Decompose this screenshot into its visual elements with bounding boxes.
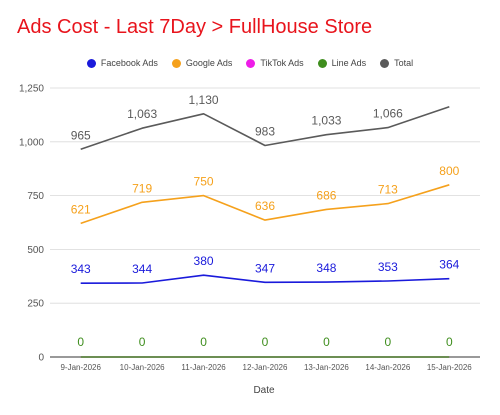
chart-title: Ads Cost - Last 7Day > FullHouse Store <box>17 16 373 38</box>
y-tick-label: 1,000 <box>19 137 44 148</box>
data-labels: 343 344 380 347 348 353 364 621 719 750 636 686 713 8… <box>71 93 460 349</box>
data-label: 0 <box>385 335 392 349</box>
data-label: 0 <box>77 335 84 349</box>
legend-item[interactable]: Line Ads <box>317 56 367 70</box>
legend-label: TikTok Ads <box>260 58 304 68</box>
data-label: 686 <box>316 188 336 202</box>
legend-swatch <box>380 58 390 68</box>
y-axis-ticks: 0 250 500 750 1,000 1,250 <box>19 84 44 364</box>
data-label: 965 <box>71 128 91 142</box>
legend-swatch <box>317 58 327 68</box>
data-label: 0 <box>262 335 269 349</box>
x-axis-title: Date <box>253 385 275 396</box>
data-label: 353 <box>378 260 398 274</box>
legend-label: Facebook Ads <box>100 58 158 68</box>
data-label: 1,130 <box>189 93 219 107</box>
data-label: 713 <box>378 183 398 197</box>
data-label: 380 <box>194 254 214 268</box>
chart-legend: Facebook Ads Google Ads TikTok Ads Line Ads… <box>0 56 500 70</box>
legend-label: Line Ads <box>331 58 367 68</box>
data-label: 364 <box>439 258 459 272</box>
data-label: 0 <box>446 335 453 349</box>
x-tick-label: 10-Jan-2026 <box>120 363 165 372</box>
series-lines <box>80 105 450 358</box>
data-label: 1,033 <box>311 114 341 128</box>
data-label: 1,066 <box>373 107 403 121</box>
legend-item[interactable]: TikTok Ads <box>246 56 304 70</box>
legend-swatch <box>246 58 256 68</box>
x-tick-label: 15-Jan-2026 <box>427 363 472 372</box>
y-tick-label: 1,250 <box>19 84 44 95</box>
data-label: 983 <box>255 124 275 138</box>
y-tick-label: 750 <box>27 191 44 202</box>
legend-swatch <box>171 58 181 68</box>
x-tick-label: 11-Jan-2026 <box>181 363 226 372</box>
y-tick-label: 500 <box>27 245 44 256</box>
legend-label: Google Ads <box>185 58 233 68</box>
x-tick-label: 9-Jan-2026 <box>60 363 101 372</box>
legend-item[interactable]: Total <box>380 56 413 70</box>
series-line-total <box>80 105 450 151</box>
data-label: 344 <box>132 262 152 276</box>
series-line-google-ads <box>80 184 450 225</box>
legend-item[interactable]: Facebook Ads <box>86 56 158 70</box>
legend-item[interactable]: Google Ads <box>171 56 233 70</box>
y-tick-label: 250 <box>27 299 44 310</box>
data-label: 1,063 <box>127 107 157 121</box>
data-label: 621 <box>71 202 91 216</box>
data-label: 719 <box>132 181 152 195</box>
data-label: 0 <box>200 335 207 349</box>
data-label: 347 <box>255 261 275 275</box>
legend-label: Total <box>394 58 414 68</box>
data-label: 0 <box>323 335 330 349</box>
x-tick-label: 13-Jan-2026 <box>304 363 349 372</box>
x-tick-label: 12-Jan-2026 <box>243 363 288 372</box>
data-label: 800 <box>439 164 459 178</box>
series-line-facebook-ads <box>80 274 450 285</box>
data-label: 348 <box>316 261 336 275</box>
data-label: 343 <box>71 262 91 276</box>
x-tick-label: 14-Jan-2026 <box>365 363 410 372</box>
y-tick-label: 0 <box>38 353 44 364</box>
data-label: 0 <box>139 335 146 349</box>
x-axis-ticks: 9-Jan-2026 10-Jan-2026 11-Jan-2026 12-Jan-2… <box>60 363 472 372</box>
data-label: 636 <box>255 199 275 213</box>
data-label: 750 <box>194 175 214 189</box>
legend-swatch <box>86 58 96 68</box>
